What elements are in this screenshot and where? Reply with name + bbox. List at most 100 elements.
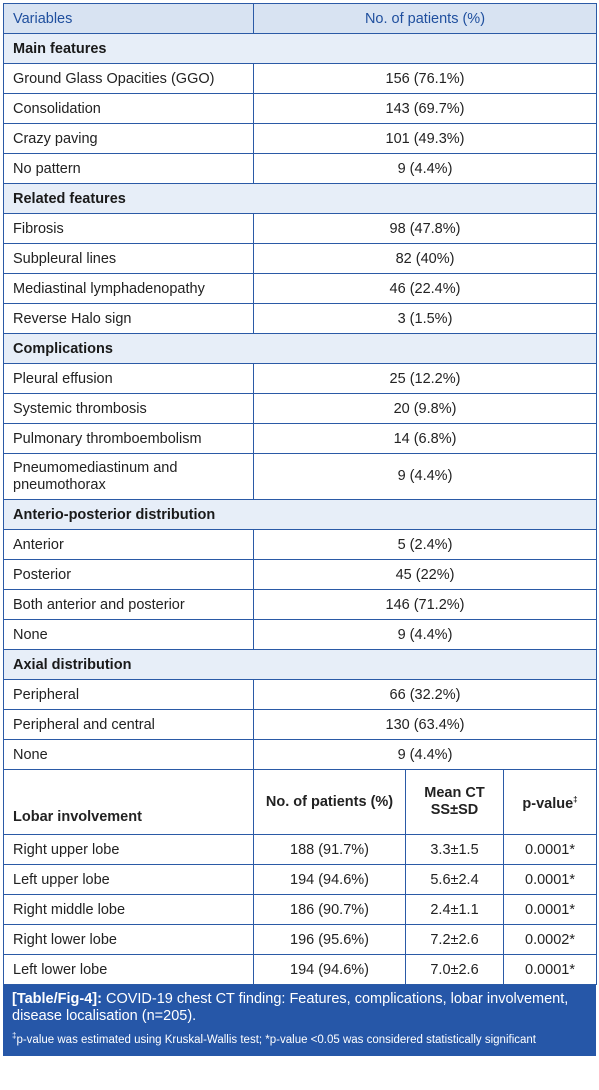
table-row: Anterior 5 (2.4%) bbox=[3, 529, 597, 560]
lobar-pvalue: 0.0002* bbox=[503, 924, 597, 955]
section-row: Axial distribution bbox=[3, 649, 597, 680]
table-row: None 9 (4.4%) bbox=[3, 619, 597, 650]
lobar-header-pvalue-mark: ‡ bbox=[573, 795, 578, 805]
lobar-row: Left upper lobe 194 (94.6%) 5.6±2.4 0.0001* bbox=[3, 864, 597, 895]
table-row: Peripheral 66 (32.2%) bbox=[3, 679, 597, 710]
row-value: 101 (49.3%) bbox=[253, 123, 597, 154]
row-label: No pattern bbox=[3, 153, 254, 184]
section-row: Related features bbox=[3, 183, 597, 214]
lobar-mean: 3.3±1.5 bbox=[405, 834, 504, 865]
row-value: 14 (6.8%) bbox=[253, 423, 597, 454]
lobar-mean: 2.4±1.1 bbox=[405, 894, 504, 925]
row-label: Both anterior and posterior bbox=[3, 589, 254, 620]
row-value: 46 (22.4%) bbox=[253, 273, 597, 304]
lobar-patients: 196 (95.6%) bbox=[253, 924, 406, 955]
header-variables: Variables bbox=[3, 3, 254, 34]
lobar-label: Left upper lobe bbox=[3, 864, 254, 895]
row-label: Crazy paving bbox=[3, 123, 254, 154]
row-label: None bbox=[3, 739, 254, 770]
row-label: Peripheral bbox=[3, 679, 254, 710]
lobar-header-mean: Mean CT SS±SD bbox=[405, 769, 504, 835]
row-label: Pleural effusion bbox=[3, 363, 254, 394]
table-row: No pattern 9 (4.4%) bbox=[3, 153, 597, 184]
row-label: Ground Glass Opacities (GGO) bbox=[3, 63, 254, 94]
row-label: Pulmonary thromboembolism bbox=[3, 423, 254, 454]
row-label: Reverse Halo sign bbox=[3, 303, 254, 334]
table-caption: [Table/Fig-4]: COVID-19 chest CT finding… bbox=[3, 985, 596, 1056]
lobar-patients: 194 (94.6%) bbox=[253, 864, 406, 895]
lobar-pvalue: 0.0001* bbox=[503, 834, 597, 865]
lobar-header-label: Lobar involvement bbox=[3, 769, 254, 835]
lobar-header-patients: No. of patients (%) bbox=[253, 769, 406, 835]
lobar-row: Right middle lobe 186 (90.7%) 2.4±1.1 0.000… bbox=[3, 894, 597, 925]
table-row: Crazy paving 101 (49.3%) bbox=[3, 123, 597, 154]
table-row: Fibrosis 98 (47.8%) bbox=[3, 213, 597, 244]
lobar-pvalue: 0.0001* bbox=[503, 894, 597, 925]
row-label: Consolidation bbox=[3, 93, 254, 124]
table-row: Both anterior and posterior 146 (71.2%) bbox=[3, 589, 597, 620]
row-value: 25 (12.2%) bbox=[253, 363, 597, 394]
row-label: Subpleural lines bbox=[3, 243, 254, 274]
section-title: Related features bbox=[3, 183, 597, 214]
lobar-header-row: Lobar involvement No. of patients (%) Mean… bbox=[3, 769, 597, 835]
lobar-row: Left lower lobe 194 (94.6%) 7.0±2.6 0.0001* bbox=[3, 954, 597, 985]
section-title: Complications bbox=[3, 333, 597, 364]
lobar-patients: 186 (90.7%) bbox=[253, 894, 406, 925]
row-value: 9 (4.4%) bbox=[253, 619, 597, 650]
lobar-patients: 188 (91.7%) bbox=[253, 834, 406, 865]
lobar-label: Right lower lobe bbox=[3, 924, 254, 955]
table-header-row: Variables No. of patients (%) bbox=[3, 3, 597, 34]
section-title: Anterio-posterior distribution bbox=[3, 499, 597, 530]
row-value: 9 (4.4%) bbox=[253, 453, 597, 500]
section-row: Anterio-posterior distribution bbox=[3, 499, 597, 530]
table-row: Mediastinal lymphadenopathy 46 (22.4%) bbox=[3, 273, 597, 304]
caption-note-mark: ‡ bbox=[12, 1031, 17, 1040]
section-title: Axial distribution bbox=[3, 649, 597, 680]
section-row: Complications bbox=[3, 333, 597, 364]
row-value: 3 (1.5%) bbox=[253, 303, 597, 334]
row-value: 156 (76.1%) bbox=[253, 63, 597, 94]
lobar-row: Right lower lobe 196 (95.6%) 7.2±2.6 0.0002… bbox=[3, 924, 597, 955]
row-value: 82 (40%) bbox=[253, 243, 597, 274]
row-label: Mediastinal lymphadenopathy bbox=[3, 273, 254, 304]
lobar-pvalue: 0.0001* bbox=[503, 864, 597, 895]
table-figure: Variables No. of patients (%) Main featu… bbox=[3, 3, 597, 1056]
caption-ref: [Table/Fig-4]: bbox=[12, 991, 102, 1007]
findings-table: Variables No. of patients (%) Main featu… bbox=[3, 3, 597, 985]
row-value: 98 (47.8%) bbox=[253, 213, 597, 244]
row-label: Pneumomediastinum and pneumothorax bbox=[3, 453, 254, 500]
table-row: None 9 (4.4%) bbox=[3, 739, 597, 770]
table-row: Systemic thrombosis 20 (9.8%) bbox=[3, 393, 597, 424]
table-row: Consolidation 143 (69.7%) bbox=[3, 93, 597, 124]
lobar-mean: 7.0±2.6 bbox=[405, 954, 504, 985]
table-row: Pleural effusion 25 (12.2%) bbox=[3, 363, 597, 394]
row-value: 45 (22%) bbox=[253, 559, 597, 590]
row-value: 143 (69.7%) bbox=[253, 93, 597, 124]
table-row: Pulmonary thromboembolism 14 (6.8%) bbox=[3, 423, 597, 454]
table-row: Subpleural lines 82 (40%) bbox=[3, 243, 597, 274]
caption-text: COVID-19 chest CT finding: Features, com… bbox=[12, 991, 569, 1024]
table-row: Ground Glass Opacities (GGO) 156 (76.1%) bbox=[3, 63, 597, 94]
row-value: 130 (63.4%) bbox=[253, 709, 597, 740]
section-row: Main features bbox=[3, 33, 597, 64]
lobar-header-pvalue: p-value‡ bbox=[503, 769, 597, 835]
row-label: Posterior bbox=[3, 559, 254, 590]
row-value: 5 (2.4%) bbox=[253, 529, 597, 560]
table-row: Posterior 45 (22%) bbox=[3, 559, 597, 590]
lobar-row: Right upper lobe 188 (91.7%) 3.3±1.5 0.0001… bbox=[3, 834, 597, 865]
row-label: Systemic thrombosis bbox=[3, 393, 254, 424]
lobar-patients: 194 (94.6%) bbox=[253, 954, 406, 985]
row-label: Fibrosis bbox=[3, 213, 254, 244]
table-row: Pneumomediastinum and pneumothorax 9 (4.4… bbox=[3, 453, 597, 500]
caption-note-text: p-value was estimated using Kruskal-Wall… bbox=[16, 1033, 536, 1046]
row-label: Anterior bbox=[3, 529, 254, 560]
section-title: Main features bbox=[3, 33, 597, 64]
row-label: Peripheral and central bbox=[3, 709, 254, 740]
caption-title: [Table/Fig-4]: COVID-19 chest CT finding… bbox=[12, 991, 587, 1025]
lobar-label: Right middle lobe bbox=[3, 894, 254, 925]
row-value: 9 (4.4%) bbox=[253, 739, 597, 770]
table-body: Variables No. of patients (%) Main featu… bbox=[3, 3, 597, 985]
caption-note: ‡p-value was estimated using Kruskal-Wal… bbox=[12, 1028, 587, 1048]
lobar-header-pvalue-text: p-value bbox=[522, 795, 574, 812]
lobar-mean: 7.2±2.6 bbox=[405, 924, 504, 955]
